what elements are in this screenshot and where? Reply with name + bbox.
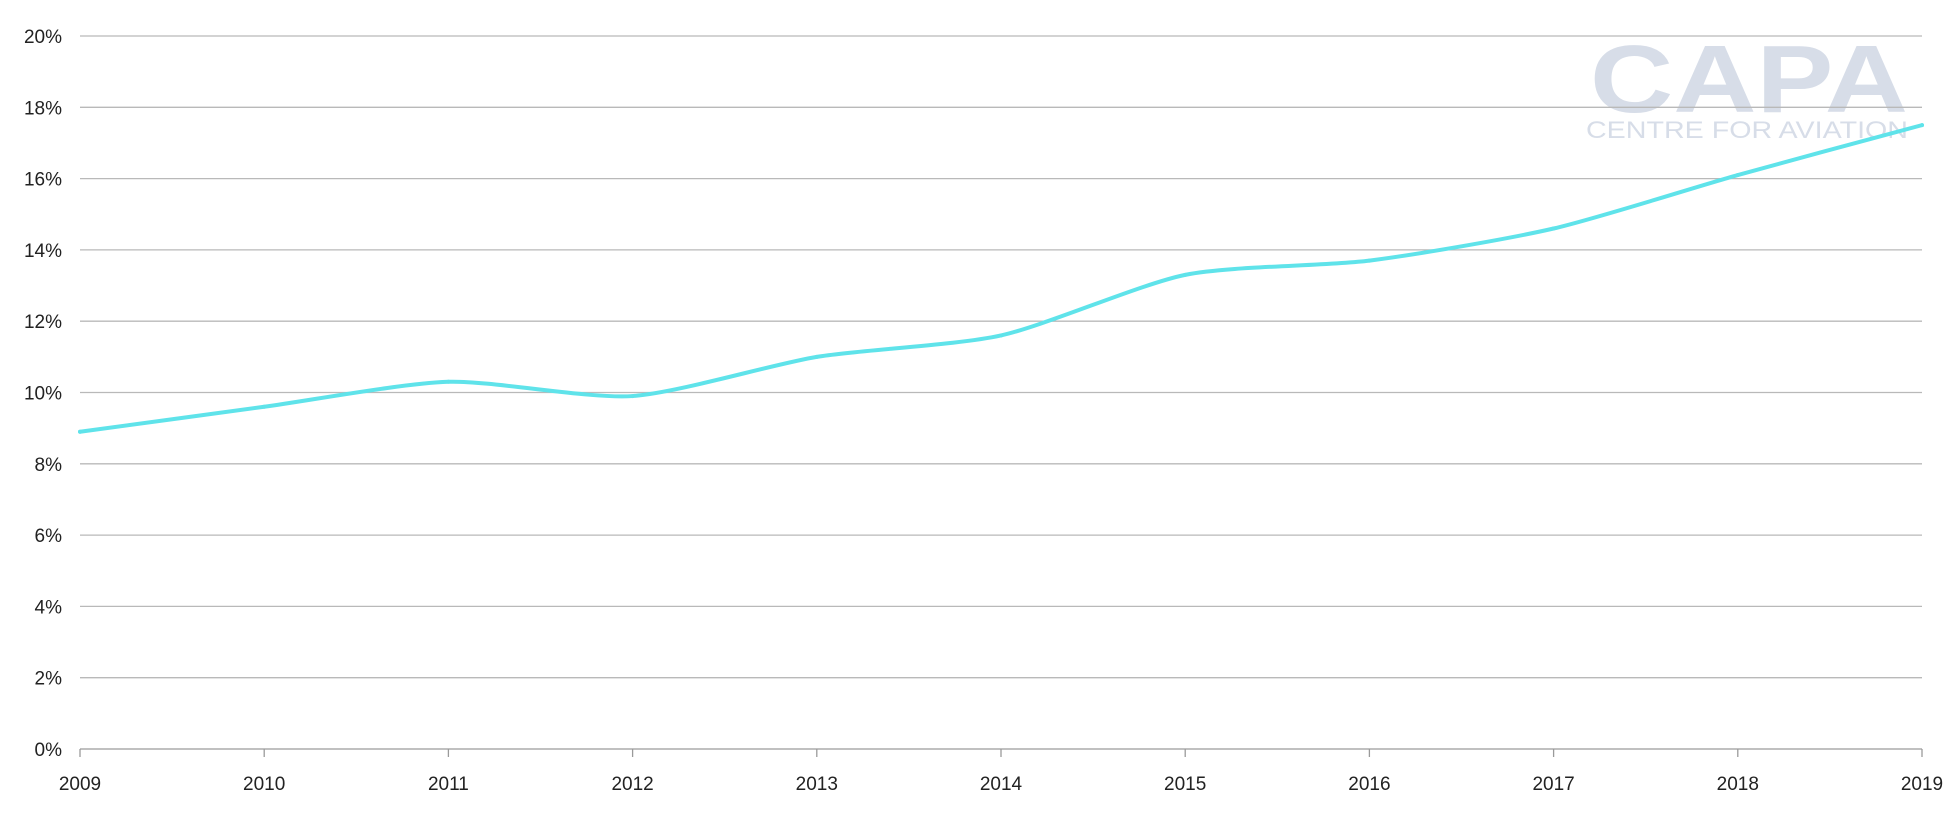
y-tick-label: 12% xyxy=(24,312,62,333)
x-tick-label: 2013 xyxy=(796,774,838,795)
y-tick-label: 8% xyxy=(35,455,63,476)
x-axis-tick-labels: 2009 2010 2011 2012 2013 2014 2015 2016 2017 2018… xyxy=(59,774,1943,795)
data-point-2010 xyxy=(262,404,267,409)
x-tick-label: 2012 xyxy=(611,774,653,795)
data-point-2019 xyxy=(1920,123,1924,128)
watermark-logo-text: CAPA xyxy=(1590,26,1908,133)
x-tick-label: 2009 xyxy=(59,774,101,795)
y-tick-label: 16% xyxy=(24,170,62,191)
x-tick-label: 2011 xyxy=(428,774,469,795)
y-axis-tick-labels: 0% 2% 4% 6% 8% 10% 12% 14% 16% 18% 20% xyxy=(24,27,62,761)
watermark-tagline: CENTRE FOR AVIATION xyxy=(1586,117,1908,144)
y-tick-label: 0% xyxy=(35,740,63,761)
data-point-2018 xyxy=(1735,173,1740,178)
y-tick-label: 4% xyxy=(35,597,63,618)
gridlines xyxy=(80,35,1922,679)
x-tick-label: 2016 xyxy=(1348,774,1390,795)
capa-watermark-logo: CAPA CENTRE FOR AVIATION xyxy=(1586,26,1908,144)
x-tick-label: 2018 xyxy=(1717,774,1759,795)
series-layer xyxy=(78,123,1924,434)
y-tick-label: 18% xyxy=(24,98,62,119)
data-point-2015 xyxy=(1183,272,1188,277)
data-point-2011 xyxy=(446,379,451,384)
data-point-2012 xyxy=(630,394,635,399)
y-tick-label: 10% xyxy=(24,384,62,405)
x-tick-label: 2017 xyxy=(1532,774,1574,795)
x-axis xyxy=(79,748,1923,757)
x-tick-label: 2015 xyxy=(1164,774,1206,795)
data-point-2016 xyxy=(1367,258,1372,263)
data-point-2017 xyxy=(1551,226,1556,231)
y-tick-label: 14% xyxy=(24,241,62,262)
data-point-2013 xyxy=(814,354,819,359)
series-line-0 xyxy=(78,123,1924,434)
x-tick-label: 2019 xyxy=(1901,774,1943,795)
x-tick-label: 2010 xyxy=(243,774,285,795)
y-tick-label: 2% xyxy=(35,669,63,690)
y-tick-label: 20% xyxy=(24,27,62,48)
data-point-2009 xyxy=(78,429,82,434)
data-point-2014 xyxy=(999,333,1003,338)
y-tick-label: 6% xyxy=(35,526,63,547)
x-tick-label: 2014 xyxy=(980,774,1023,795)
